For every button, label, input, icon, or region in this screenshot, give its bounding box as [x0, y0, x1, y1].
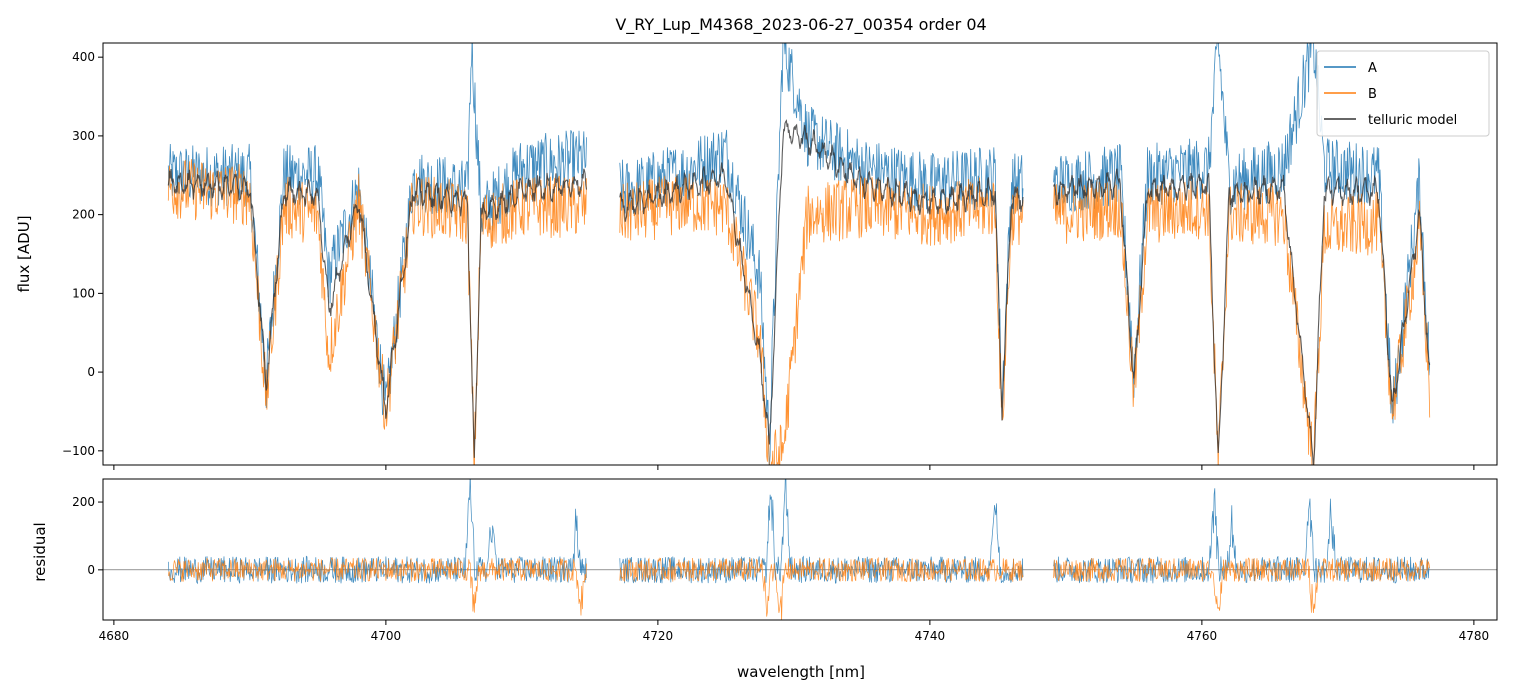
residual-ytick-label: 200	[72, 495, 95, 509]
residual-y-axis-label: residual	[31, 522, 49, 581]
residual-series-b	[167, 556, 1431, 620]
main-series-a	[167, 43, 1431, 465]
main-ytick-label: −100	[62, 444, 95, 458]
residual-panel: 0 200 4680 4700 4720 4740 4760 4780 residual w…	[31, 478, 1498, 681]
main-panel: −100 0 100 200 300 400 flux [ADU] A B telluri…	[15, 42, 1498, 470]
main-ytick-label: 300	[72, 129, 95, 143]
chart-title: V_RY_Lup_M4368_2023-06-27_00354 order 04	[615, 15, 986, 35]
x-axis-label: wavelength [nm]	[737, 663, 865, 681]
residual-xtick-label: 4700	[371, 629, 402, 643]
main-series-telluric-model	[167, 119, 1431, 465]
main-y-axis-label: flux [ADU]	[15, 215, 33, 292]
residual-xtick-label: 4780	[1459, 629, 1490, 643]
legend-label-a: A	[1368, 61, 1377, 76]
main-ytick-label: 200	[72, 208, 95, 222]
legend: A B telluric model	[1316, 50, 1490, 137]
residual-xtick-label: 4760	[1187, 629, 1218, 643]
main-ytick-label: 100	[72, 286, 95, 300]
main-ytick-label: 400	[72, 50, 95, 64]
legend-label-telluric: telluric model	[1368, 113, 1457, 128]
residual-xtick-label: 4680	[99, 629, 130, 643]
residual-plot-frame	[102, 478, 1498, 621]
legend-box	[1316, 50, 1490, 137]
main-plot-frame	[102, 42, 1498, 466]
residual-xtick-label: 4740	[915, 629, 946, 643]
main-ytick-label: 0	[87, 365, 95, 379]
residual-xtick-label: 4720	[643, 629, 674, 643]
legend-label-b: B	[1368, 87, 1377, 102]
main-series-b	[167, 159, 1431, 465]
residual-ytick-label: 0	[87, 563, 95, 577]
